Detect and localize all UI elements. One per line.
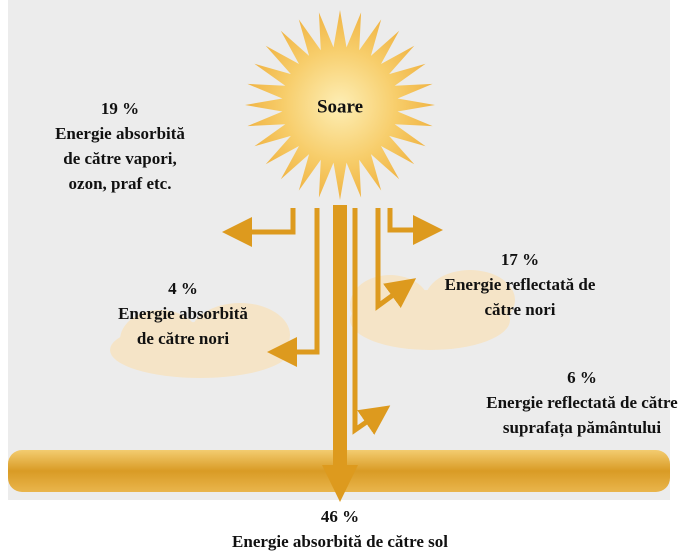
- main-arrow: [333, 205, 347, 470]
- description: Energie absorbită de către sol: [232, 532, 448, 551]
- percent: 6 %: [567, 368, 597, 387]
- description: de către nori: [137, 329, 229, 348]
- description: Energie absorbită: [118, 304, 248, 323]
- description: suprafața pământului: [503, 418, 662, 438]
- description: către nori: [485, 300, 556, 319]
- percent: 46 %: [321, 507, 359, 526]
- percent: 4 %: [168, 279, 198, 298]
- description: Energie absorbită: [55, 124, 185, 143]
- diagram: Soare 19 % Energie absorbită de către vapo…: [0, 0, 678, 552]
- description: de către vapori,: [63, 149, 176, 168]
- description: Energie reflectată de către: [486, 393, 678, 412]
- percent: 19 %: [101, 99, 139, 118]
- description: ozon, praf etc.: [69, 174, 172, 193]
- sun-label: Soare: [317, 96, 363, 117]
- percent: 17 %: [501, 250, 539, 269]
- description: Energie reflectată de: [445, 275, 596, 294]
